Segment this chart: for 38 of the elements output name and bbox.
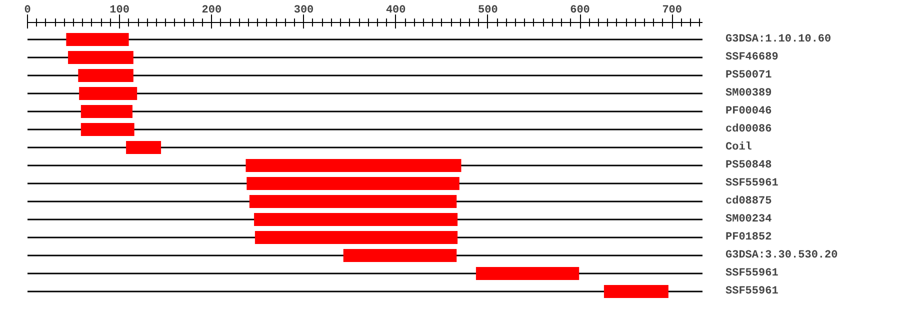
- x-tick-label: 300: [294, 4, 314, 16]
- bar: [78, 69, 134, 82]
- bar: [604, 285, 668, 298]
- y-tick-label: SSF46689: [726, 52, 778, 64]
- x-tick-label: 400: [386, 4, 406, 16]
- bar: [249, 195, 457, 208]
- bar: [126, 141, 162, 154]
- y-tick-label: SM00234: [726, 214, 772, 226]
- x-tick-label: 600: [570, 4, 590, 16]
- y-tick-label: PF00046: [726, 106, 772, 118]
- bar: [254, 213, 458, 226]
- y-tick-label: PS50848: [726, 160, 772, 172]
- bar: [343, 249, 457, 262]
- bar: [66, 33, 129, 46]
- bar: [254, 231, 458, 244]
- y-tick-label: SSF55961: [726, 286, 779, 298]
- y-tick-label: cd00086: [726, 124, 772, 136]
- bar: [79, 87, 138, 100]
- bar: [246, 177, 460, 190]
- y-tick-label: SSF55961: [726, 268, 779, 280]
- y-tick-label: SM00389: [726, 88, 772, 100]
- x-tick-label: 200: [202, 4, 222, 16]
- x-tick-label: 700: [662, 4, 682, 16]
- bar: [80, 123, 134, 136]
- bar: [68, 51, 134, 64]
- bar: [476, 267, 580, 280]
- y-tick-label: G3DSA:1.10.10.60: [726, 34, 832, 46]
- y-tick-label: G3DSA:3.30.530.20: [726, 250, 838, 262]
- x-tick-label: 0: [24, 4, 31, 16]
- x-tick-label: 100: [110, 4, 130, 16]
- y-tick-label: PS50071: [726, 70, 772, 82]
- bar: [80, 105, 132, 118]
- bar: [246, 159, 462, 172]
- y-tick-label: Coil: [726, 142, 752, 154]
- y-tick-label: cd08875: [726, 196, 772, 208]
- x-tick-label: 500: [478, 4, 498, 16]
- y-tick-label: PF01852: [726, 232, 772, 244]
- y-tick-label: SSF55961: [726, 178, 779, 190]
